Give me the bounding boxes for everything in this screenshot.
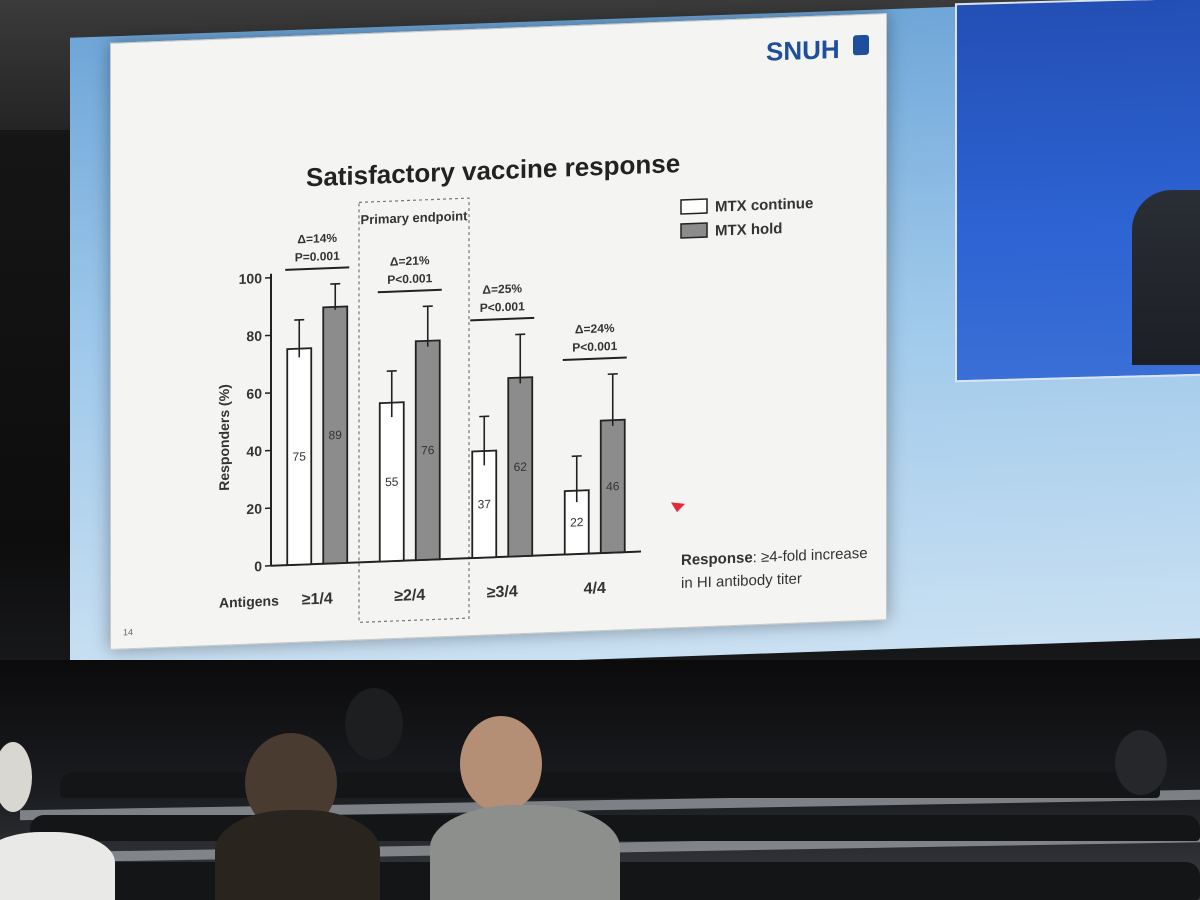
delta-label: Δ=21%: [390, 253, 430, 269]
response-note-line2: in HI antibody titer: [681, 570, 802, 592]
legend-swatch-mtx-continue: [680, 198, 708, 215]
p-value-label: P=0.001: [295, 249, 340, 265]
y-tick-label: 0: [254, 558, 262, 574]
p-value-label: P<0.001: [480, 299, 525, 315]
y-axis-label: Responders (%): [216, 384, 232, 491]
snuh-logo: SNUH: [766, 34, 840, 67]
y-tick-label: 40: [246, 443, 262, 460]
significance-bar: [470, 316, 535, 322]
chart-bars: 75 89 Δ=14% P=0.001 55 76 Δ=21% P<0.001 37 62 Δ=25…: [285, 231, 627, 567]
data-label: 46: [606, 479, 620, 494]
legend-label-mtx-hold: MTX hold: [715, 220, 782, 240]
speaker-figure: [1132, 190, 1200, 365]
y-tick-label: 100: [239, 270, 263, 287]
primary-endpoint-label: Primary endpoint: [361, 208, 469, 227]
slide-number: 14: [123, 627, 133, 637]
audience-head: [345, 688, 403, 760]
significance-bar: [285, 266, 350, 271]
audience-shoulders: [430, 805, 620, 900]
y-tick-label: 20: [246, 500, 262, 517]
pointer-cursor-icon: [671, 502, 685, 513]
audience-shoulders: [215, 810, 380, 900]
response-note-bold: Response: [681, 549, 753, 569]
data-label: 76: [421, 443, 435, 458]
x-tick-label: ≥2/4: [394, 587, 425, 605]
legend-label-mtx-continue: MTX continue: [715, 195, 813, 216]
audience-head: [1115, 730, 1167, 795]
audience-head: [0, 742, 32, 812]
seat-row: [60, 772, 1160, 798]
data-label: 89: [329, 428, 343, 443]
y-tick-label: 80: [246, 328, 262, 345]
delta-label: Δ=24%: [575, 321, 615, 337]
x-tick-label: ≥3/4: [487, 583, 518, 601]
legend-swatch-mtx-hold: [680, 222, 708, 239]
p-value-label: P<0.001: [572, 339, 617, 355]
vaccine-response-chart: SNUH Satisfactory vaccine response Prima…: [123, 34, 869, 637]
data-label: 22: [570, 515, 584, 530]
p-value-label: P<0.001: [387, 271, 432, 287]
presentation-slide: SNUH Satisfactory vaccine response Prima…: [110, 13, 887, 650]
y-tick-label: 60: [246, 385, 262, 402]
data-label: 62: [514, 460, 528, 475]
data-label: 37: [478, 497, 492, 512]
x-tick-label: ≥1/4: [302, 590, 333, 608]
delta-label: Δ=14%: [297, 231, 337, 247]
audience-head: [460, 716, 542, 812]
significance-bar: [377, 288, 442, 294]
response-note-text: : ≥4-fold increase: [753, 545, 868, 566]
audience-shoulders: [0, 832, 115, 900]
chart-title: Satisfactory vaccine response: [306, 148, 680, 192]
data-label: 75: [293, 449, 307, 464]
primary-endpoint-box: [358, 197, 470, 623]
response-note-line1: Response: ≥4-fold increase: [681, 545, 868, 569]
x-tick-label: 4/4: [584, 580, 606, 598]
x-axis-label: Antigens: [219, 592, 279, 610]
delta-label: Δ=25%: [482, 281, 522, 297]
data-label: 55: [385, 475, 399, 490]
significance-bar: [562, 356, 627, 361]
snuh-logo-emblem: [853, 34, 869, 56]
